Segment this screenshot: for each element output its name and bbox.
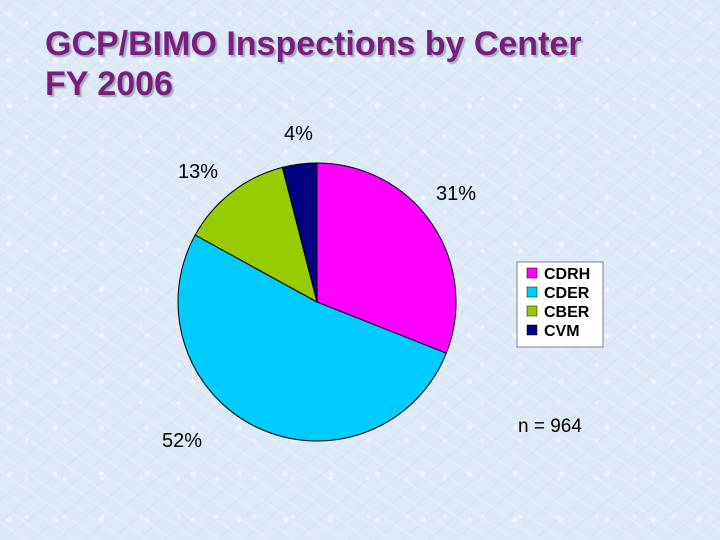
pie-slice-cdrh [316,162,457,354]
legend-label-cvm: CVM [544,323,580,340]
pie-slices [177,162,457,442]
pie-labels: 31% 52% 13% 4% [162,123,476,452]
legend-swatch-cvm [526,324,538,336]
pie-slice-cber [194,166,318,303]
legend-label-cber: CBER [544,304,590,321]
legend-swatch-cber [526,305,538,317]
slide-title-line2: FY 2006 [45,65,173,103]
legend-swatch-cdrh [526,267,538,279]
legend-label-cdrh: CDRH [544,266,590,283]
pie-slice-cder [177,234,447,442]
chart-legend: CDRH CDER CBER CVM [516,261,604,348]
pie-label-cder: 52% [162,430,202,452]
slide-title: GCP/BIMO Inspections by Center FY 2006 [45,24,582,104]
pie-label-cvm: 4% [284,123,313,145]
pie-slice-cvm [281,162,318,303]
pie-label-cdrh: 31% [436,183,476,205]
pie-label-cber: 13% [178,161,218,183]
sample-size-note: n = 964 [518,416,582,437]
slide-title-line1: GCP/BIMO Inspections by Center [45,25,582,63]
legend-label-cder: CDER [544,285,590,302]
legend-swatch-cder [526,286,538,298]
